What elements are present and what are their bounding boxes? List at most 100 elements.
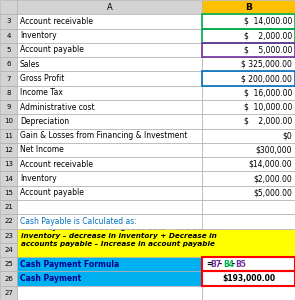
Bar: [0, 28, 17, 43]
Text: $2,000.00: $2,000.00: [253, 174, 292, 183]
Bar: [0, 171, 17, 186]
Text: 13: 13: [4, 161, 13, 167]
Bar: [0, 157, 17, 171]
Text: -: -: [231, 260, 234, 269]
Bar: [202, 286, 295, 300]
Bar: [17, 186, 202, 200]
Bar: [17, 129, 202, 143]
Text: $193,000.00: $193,000.00: [222, 274, 275, 283]
Text: Income Tax: Income Tax: [20, 88, 63, 98]
Text: $5,000.00: $5,000.00: [253, 188, 292, 197]
Bar: [0, 43, 17, 57]
Bar: [17, 272, 202, 286]
Text: Inventory: Inventory: [20, 174, 57, 183]
Bar: [17, 28, 202, 43]
Bar: [0, 14, 17, 28]
Bar: [17, 286, 202, 300]
Bar: [17, 0, 202, 14]
Bar: [0, 143, 17, 157]
Bar: [0, 86, 17, 100]
Bar: [202, 57, 295, 71]
Bar: [17, 14, 202, 28]
Bar: [202, 100, 295, 114]
Bar: [202, 114, 295, 129]
Bar: [202, 14, 295, 28]
Bar: [202, 243, 295, 257]
Text: Cash Payment Formula: Cash Payment Formula: [20, 260, 119, 269]
Text: Account receivable: Account receivable: [20, 160, 93, 169]
Bar: [202, 171, 295, 186]
Bar: [0, 286, 17, 300]
Text: Net Income: Net Income: [20, 146, 64, 154]
Text: $14,000.00: $14,000.00: [248, 160, 292, 169]
Text: 14: 14: [4, 176, 13, 182]
Bar: [17, 43, 202, 57]
Text: 24: 24: [4, 247, 13, 253]
Bar: [17, 114, 202, 129]
Text: $  14,000.00: $ 14,000.00: [244, 17, 292, 26]
Bar: [202, 157, 295, 171]
Text: =: =: [206, 260, 212, 269]
Text: -: -: [219, 260, 222, 269]
Bar: [0, 200, 17, 214]
Bar: [202, 129, 295, 143]
Bar: [17, 214, 202, 229]
Bar: [0, 100, 17, 114]
Bar: [17, 243, 202, 257]
Text: $300,000: $300,000: [255, 146, 292, 154]
Bar: [17, 57, 202, 71]
Bar: [0, 57, 17, 71]
Bar: [202, 71, 295, 86]
Text: 7: 7: [6, 76, 11, 82]
Text: Gross Profit: Gross Profit: [20, 74, 64, 83]
Bar: [202, 229, 295, 243]
Text: 22: 22: [4, 218, 13, 224]
Text: $0: $0: [282, 131, 292, 140]
Bar: [202, 86, 295, 100]
Text: B: B: [245, 3, 252, 12]
Bar: [0, 214, 17, 229]
Bar: [17, 157, 202, 171]
Text: 9: 9: [6, 104, 11, 110]
Bar: [17, 143, 202, 157]
Text: 8: 8: [6, 90, 11, 96]
Text: Cash Payment: Cash Payment: [20, 274, 81, 283]
Text: 3: 3: [6, 18, 11, 24]
Bar: [202, 186, 295, 200]
Bar: [17, 200, 202, 214]
Bar: [0, 71, 17, 86]
Bar: [17, 71, 202, 86]
Bar: [202, 272, 295, 286]
Bar: [17, 171, 202, 186]
Text: $  10,000.00: $ 10,000.00: [244, 103, 292, 112]
Bar: [202, 214, 295, 229]
Text: Account payable: Account payable: [20, 188, 84, 197]
Text: 25: 25: [4, 261, 13, 267]
Text: B7: B7: [210, 260, 221, 269]
Bar: [0, 0, 17, 14]
Bar: [202, 43, 295, 57]
Text: 4: 4: [6, 33, 11, 39]
Bar: [17, 214, 295, 229]
Text: $    2,000.00: $ 2,000.00: [244, 31, 292, 40]
Text: Gain & Losses from Financing & Investment: Gain & Losses from Financing & Investmen…: [20, 131, 187, 140]
Bar: [202, 28, 295, 43]
Bar: [202, 0, 295, 14]
Bar: [202, 43, 295, 57]
Bar: [17, 100, 202, 114]
Bar: [202, 143, 295, 157]
Bar: [0, 229, 17, 243]
Bar: [17, 86, 202, 100]
Text: Sales: Sales: [20, 60, 40, 69]
Text: A: A: [106, 3, 112, 12]
Bar: [0, 114, 17, 129]
Bar: [0, 129, 17, 143]
Bar: [202, 71, 295, 86]
Text: Depreciation: Depreciation: [20, 117, 69, 126]
Text: Account receivable: Account receivable: [20, 17, 93, 26]
Text: 5: 5: [6, 47, 11, 53]
Text: B4: B4: [223, 260, 234, 269]
Text: $  16,000.00: $ 16,000.00: [244, 88, 292, 98]
Text: $    5,000.00: $ 5,000.00: [244, 46, 292, 55]
Bar: [202, 214, 295, 229]
